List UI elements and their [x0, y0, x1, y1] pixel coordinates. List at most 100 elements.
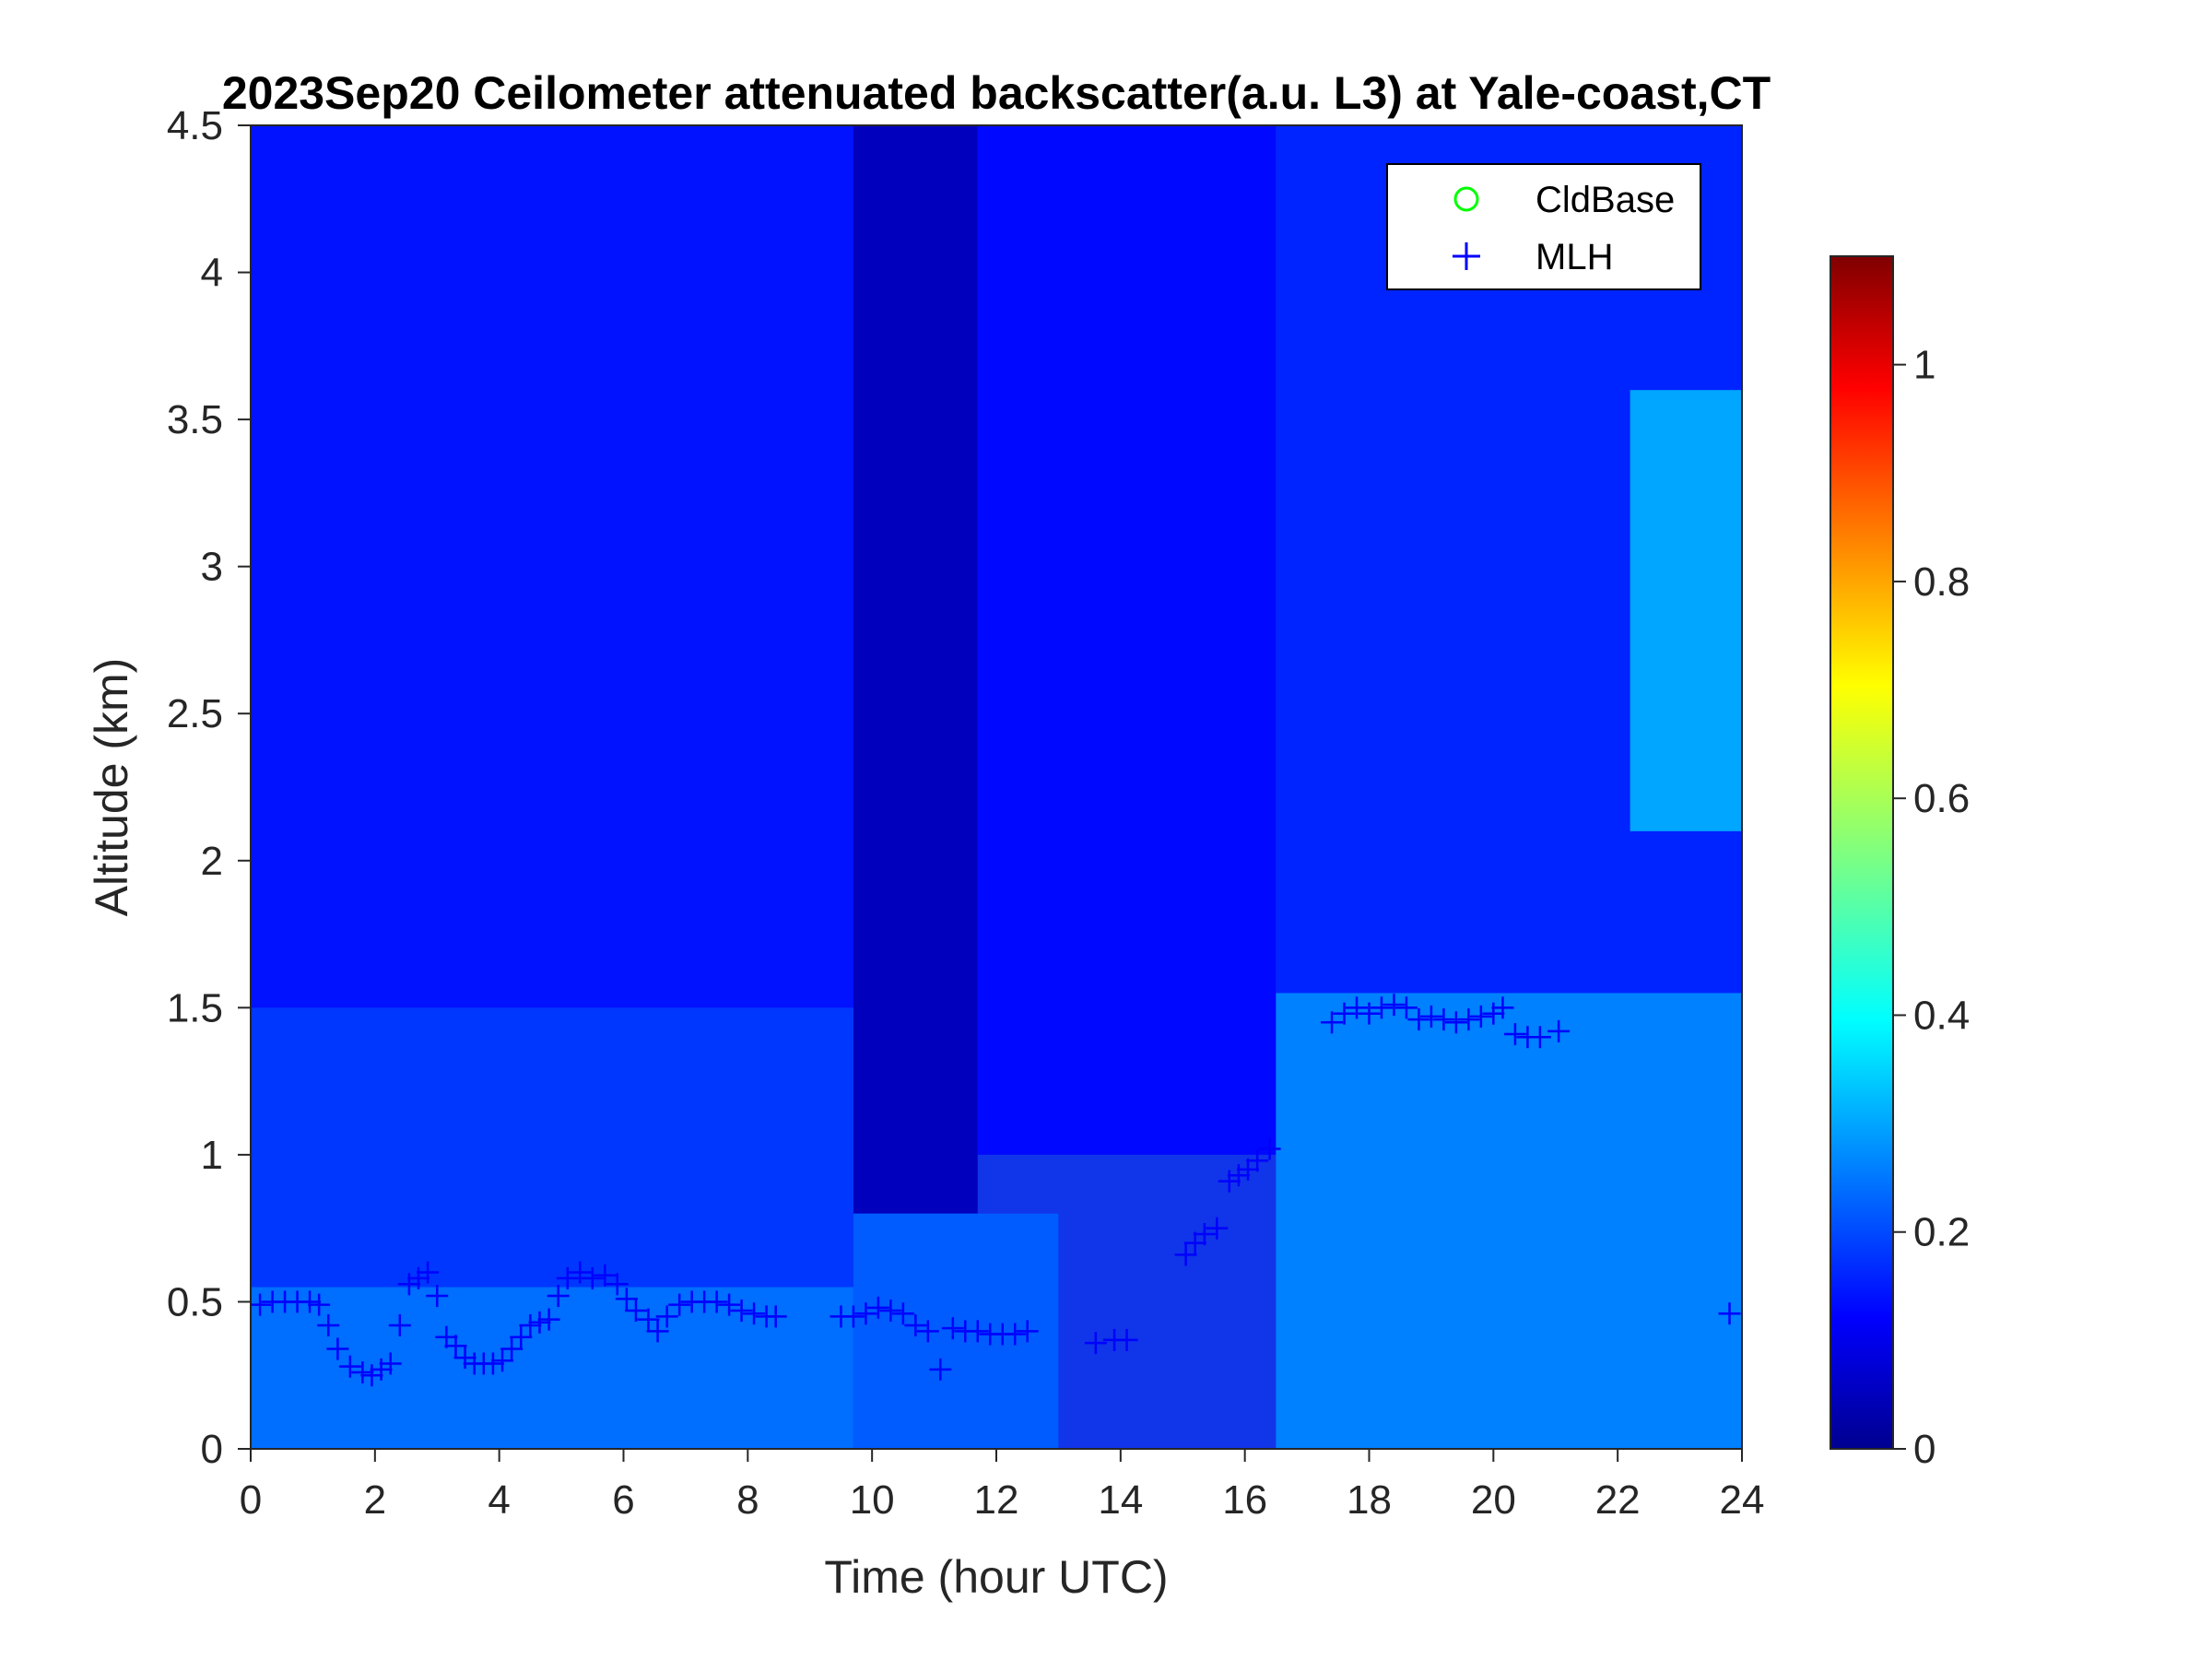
x-tick-label: 16 — [1222, 1477, 1267, 1523]
chart-title: 2023Sep20 Ceilometer attenuated backscat… — [222, 67, 1771, 119]
mlh-point — [1183, 1231, 1206, 1254]
colorbar-tick-label: 0.6 — [1913, 776, 1970, 821]
y-axis: 0 0.5 1 1.5 2 2.5 3 3.5 4 4.5 — [167, 103, 251, 1472]
mlh-point — [1432, 1008, 1455, 1031]
mlh-point — [1382, 994, 1406, 1017]
mlh-point — [397, 1273, 420, 1296]
colorbar-tick-label: 0 — [1913, 1427, 1936, 1472]
mlh-series — [251, 994, 1741, 1387]
x-tick-label: 14 — [1098, 1477, 1143, 1523]
mlh-point — [1258, 1137, 1281, 1160]
mlh-point — [1218, 1170, 1241, 1193]
mlh-point — [743, 1302, 766, 1325]
mlh-point — [1333, 1002, 1356, 1025]
mlh-point — [730, 1300, 753, 1323]
y-tick-label: 4.5 — [167, 103, 223, 148]
x-tick-label: 4 — [488, 1477, 510, 1523]
mlh-point — [481, 1352, 504, 1375]
mlh-point — [615, 1288, 638, 1311]
mlh-point — [510, 1325, 533, 1348]
y-tick-label: 4 — [201, 251, 223, 296]
mlh-point — [326, 1337, 349, 1360]
y-tick-label: 1.5 — [167, 985, 223, 1030]
mlh-point — [668, 1293, 691, 1316]
mlh-point — [1115, 1328, 1138, 1351]
x-tick-label: 20 — [1471, 1477, 1516, 1523]
x-axis-label: Time (hour UTC) — [824, 1551, 1168, 1603]
y-tick-label: 2.5 — [167, 691, 223, 736]
y-tick-label: 3.5 — [167, 397, 223, 442]
mlh-point — [360, 1364, 383, 1387]
heatmap-cell — [1630, 390, 1742, 831]
x-tick-label: 2 — [364, 1477, 386, 1523]
mlh-point — [929, 1358, 952, 1381]
x-tick-label: 0 — [240, 1477, 262, 1523]
mlh-point — [569, 1261, 592, 1284]
mlh-point — [1016, 1320, 1039, 1343]
mlh-point — [1457, 1008, 1480, 1031]
mlh-point — [1482, 1002, 1505, 1025]
mlh-point — [426, 1285, 449, 1308]
mlh-point — [299, 1290, 322, 1313]
mlh-point — [1491, 996, 1514, 1019]
mlh-point — [1004, 1323, 1027, 1346]
legend-box — [1386, 163, 1701, 290]
mlh-point — [379, 1352, 402, 1375]
mlh-point — [1547, 1019, 1571, 1042]
y-tick-label: 0 — [201, 1427, 223, 1472]
mlh-point — [941, 1317, 964, 1340]
mlh-point — [351, 1361, 374, 1384]
mlh-point — [1193, 1223, 1216, 1246]
mlh-point — [655, 1305, 678, 1328]
mlh-point — [491, 1349, 514, 1372]
mlh-point — [854, 1302, 877, 1325]
y-axis-label: Altitude (km) — [86, 658, 137, 917]
mlh-point — [1419, 1005, 1442, 1028]
mlh-point — [388, 1313, 411, 1336]
colorbar-tick-label: 0.8 — [1913, 559, 1970, 605]
mlh-point — [537, 1308, 560, 1331]
x-axis: 0 2 4 6 8 10 12 14 16 18 20 22 24 — [240, 1449, 1764, 1523]
mlh-point — [1503, 1023, 1526, 1046]
mlh-point — [966, 1320, 989, 1343]
mlh-point — [718, 1293, 741, 1316]
mlh-point — [1237, 1158, 1260, 1181]
heatmap-cell — [251, 125, 853, 1008]
legend-mlh-marker-icon — [1453, 242, 1480, 270]
heatmap-cell — [1276, 993, 1742, 1449]
mlh-point — [646, 1320, 669, 1343]
mlh-point — [1718, 1302, 1741, 1325]
mlh-point — [1084, 1332, 1107, 1355]
y-tick-label: 1 — [201, 1133, 223, 1178]
x-tick-label: 18 — [1347, 1477, 1392, 1523]
mlh-point — [1206, 1217, 1229, 1240]
mlh-point — [841, 1305, 865, 1328]
colorbar-ticks: 0 0.2 0.4 0.6 0.8 1 — [1893, 343, 1970, 1472]
mlh-point — [624, 1300, 647, 1323]
legend-mlh-label: MLH — [1535, 237, 1613, 277]
mlh-point — [435, 1325, 458, 1348]
x-tick-label: 6 — [612, 1477, 634, 1523]
x-tick-label: 8 — [736, 1477, 759, 1523]
mlh-point — [308, 1293, 331, 1316]
colorbar-tick-label: 1 — [1913, 343, 1936, 388]
mlh-point — [251, 1293, 272, 1316]
mlh-point — [444, 1335, 467, 1358]
mlh-point — [1528, 1026, 1551, 1049]
mlh-point — [879, 1300, 902, 1323]
colorbar-gradient — [1830, 255, 1894, 1450]
mlh-point — [500, 1337, 524, 1360]
mlh-point — [1407, 1008, 1430, 1031]
mlh-point — [547, 1285, 570, 1308]
colorbar: 0 0.2 0.4 0.6 0.8 1 — [1830, 255, 1970, 1472]
mlh-point — [1246, 1149, 1269, 1172]
mlh-point — [594, 1264, 617, 1287]
mlh-point — [370, 1358, 393, 1381]
mlh-point — [519, 1313, 542, 1336]
y-tick-label: 3 — [201, 545, 223, 590]
mlh-point — [556, 1266, 579, 1289]
y-tick-label: 0.5 — [167, 1279, 223, 1324]
mlh-point — [705, 1290, 728, 1313]
mlh-point — [606, 1273, 629, 1296]
